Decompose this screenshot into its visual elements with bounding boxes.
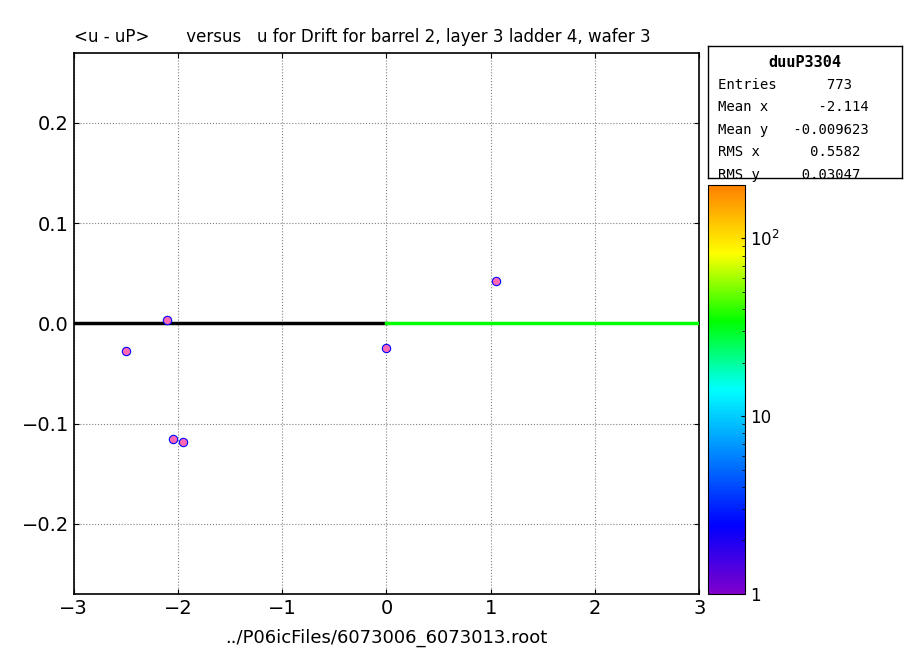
Text: Mean y   -0.009623: Mean y -0.009623 (718, 123, 868, 137)
X-axis label: ../P06icFiles/6073006_6073013.root: ../P06icFiles/6073006_6073013.root (225, 629, 547, 647)
Text: <u - uP>       versus   u for Drift for barrel 2, layer 3 ladder 4, wafer 3: <u - uP> versus u for Drift for barrel 2… (74, 28, 650, 46)
Text: duuP3304: duuP3304 (767, 55, 841, 71)
Text: Mean x      -2.114: Mean x -2.114 (718, 100, 868, 114)
Text: RMS y     0.03047: RMS y 0.03047 (718, 168, 859, 182)
Text: RMS x      0.5582: RMS x 0.5582 (718, 145, 859, 159)
Text: Entries      773: Entries 773 (718, 78, 851, 92)
